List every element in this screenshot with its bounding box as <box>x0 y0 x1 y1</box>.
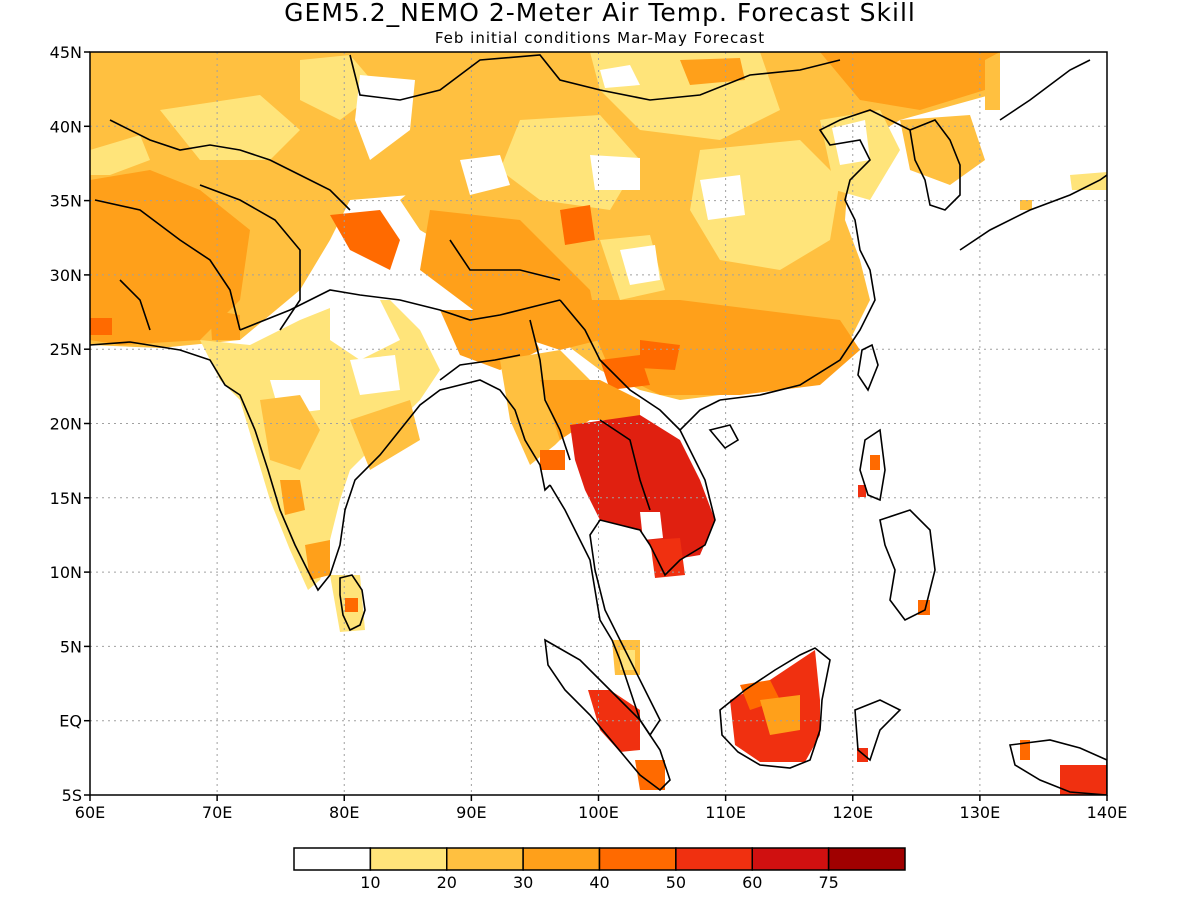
lon-tick-label: 60E <box>75 803 105 822</box>
map-title: GEM5.2_NEMO 2-Meter Air Temp. Forecast S… <box>284 0 916 27</box>
lat-tick-label: 40N <box>50 117 82 136</box>
lon-tick-label: 140E <box>1087 803 1128 822</box>
lat-tick-label: 30N <box>50 266 82 285</box>
lat-tick-label: 25N <box>50 340 82 359</box>
lat-tick-label: 5N <box>60 637 82 656</box>
lat-tick-label: 10N <box>50 563 82 582</box>
lon-tick-label: 130E <box>960 803 1001 822</box>
colorbar-label: 30 <box>513 873 533 892</box>
colorbar-label: 60 <box>742 873 762 892</box>
lon-tick-label: 110E <box>705 803 746 822</box>
colorbar-swatch <box>827 847 906 871</box>
lat-tick-label: 20N <box>50 415 82 434</box>
colorbar-swatch <box>293 847 372 871</box>
lon-tick-label: 90E <box>456 803 486 822</box>
colorbar-label: 20 <box>437 873 457 892</box>
lat-tick-label: 45N <box>50 43 82 62</box>
map-subtitle: Feb initial conditions Mar-May Forecast <box>434 29 766 47</box>
colorbar-swatch <box>522 847 601 871</box>
lat-tick-label: EQ <box>59 712 82 731</box>
colorbar-swatch <box>751 847 830 871</box>
colorbar-label: 40 <box>589 873 609 892</box>
lat-tick-label: 35N <box>50 192 82 211</box>
colorbar-label: 50 <box>666 873 686 892</box>
latitude-axis: 45N 40N 35N 30N 25N 20N 15N 10N 5N EQ 5S <box>50 43 90 805</box>
lat-tick-label: 5S <box>62 786 82 805</box>
colorbar-swatch <box>369 847 448 871</box>
colorbar-swatch <box>675 847 753 871</box>
graticule <box>90 52 1107 795</box>
colorbar-swatch <box>446 847 524 871</box>
skill-shading <box>90 52 1107 795</box>
colorbar-swatch <box>598 847 677 871</box>
colorbar-legend: 10 20 30 40 50 60 75 <box>293 847 906 892</box>
lon-tick-label: 120E <box>832 803 873 822</box>
colorbar-label: 75 <box>818 873 838 892</box>
coastlines <box>90 54 1107 795</box>
longitude-axis: 60E 70E 80E 90E 100E 110E 120E 130E 140E <box>75 795 1128 822</box>
colorbar-label: 10 <box>360 873 380 892</box>
lon-tick-label: 100E <box>578 803 619 822</box>
lon-tick-label: 70E <box>202 803 232 822</box>
lon-tick-label: 80E <box>329 803 359 822</box>
lat-tick-label: 15N <box>50 489 82 508</box>
